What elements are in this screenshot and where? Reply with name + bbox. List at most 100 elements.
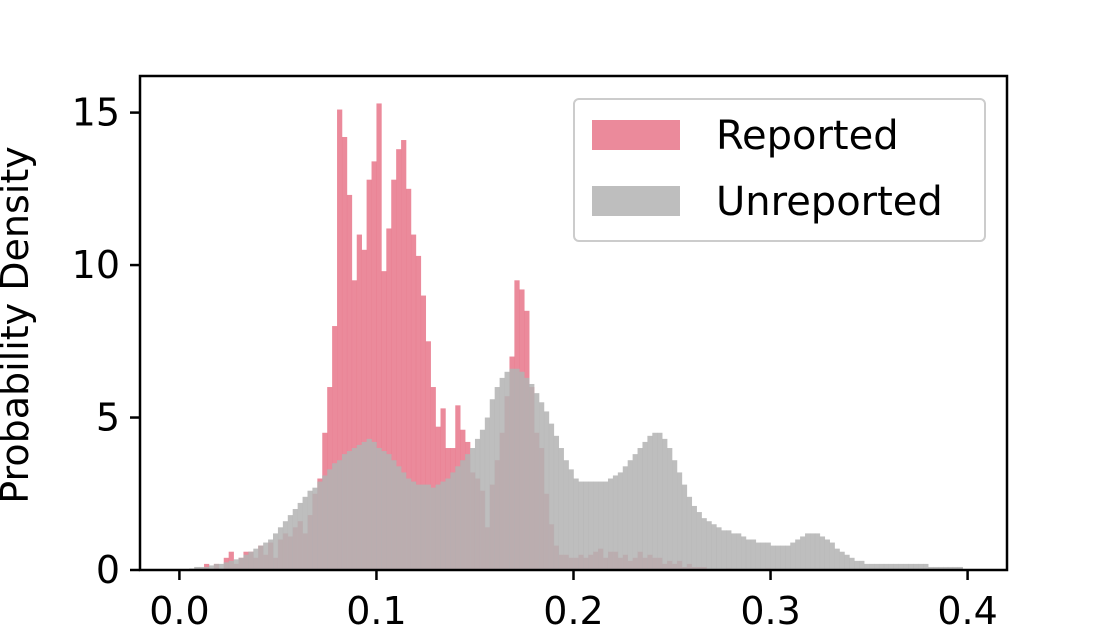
histogram-bar	[657, 432, 663, 570]
histogram-bar	[548, 423, 555, 570]
histogram-bar	[627, 460, 633, 570]
histogram-bar	[410, 481, 417, 570]
histogram-bar	[662, 438, 668, 570]
y-axis: 0 5 10 15	[72, 91, 140, 592]
histogram-bar	[809, 533, 816, 570]
histogram-bar	[346, 194, 353, 571]
histogram-bar	[356, 234, 362, 570]
histogram-bar	[371, 161, 377, 570]
histogram-bar	[396, 466, 402, 570]
histogram-bar	[228, 560, 234, 570]
histogram-bar	[681, 484, 688, 570]
histogram-bar	[460, 460, 466, 570]
histogram-bar	[923, 563, 929, 570]
histogram-bar	[736, 533, 742, 570]
histogram-bar	[519, 371, 525, 570]
histogram-bar	[341, 136, 348, 570]
histogram-bar	[233, 559, 239, 570]
histogram-bar	[366, 179, 372, 570]
histogram-bar	[401, 140, 407, 570]
histogram-bar	[534, 393, 540, 570]
histogram-bar	[332, 463, 338, 570]
x-tick-label: 0.1	[346, 589, 406, 633]
histogram-bar	[420, 295, 427, 570]
histogram-bar	[622, 466, 628, 570]
histogram-bar	[844, 554, 850, 570]
histogram-bar	[829, 542, 835, 570]
histogram-bar	[337, 109, 343, 570]
histogram-bar	[942, 566, 949, 570]
histogram-bar	[341, 454, 348, 570]
histogram-bar	[268, 539, 274, 570]
histogram-bar	[612, 475, 619, 570]
histogram-bar	[716, 527, 722, 570]
histogram-bar	[218, 563, 225, 570]
histogram-bar	[430, 387, 436, 570]
histogram-bar	[302, 496, 308, 570]
histogram-bar	[726, 530, 732, 570]
histogram-bar	[819, 536, 826, 570]
histogram-bar	[834, 548, 840, 570]
histogram-bar	[947, 566, 954, 570]
histogram-bar	[642, 441, 648, 570]
histogram-bar	[376, 448, 382, 570]
histogram-bar	[824, 539, 830, 570]
histogram-bar	[913, 563, 919, 570]
histogram-bar	[765, 542, 771, 570]
histogram-bar	[312, 487, 318, 570]
histogram-bar	[381, 451, 387, 570]
histogram-bar	[676, 472, 683, 570]
histogram-bar	[213, 563, 220, 570]
histogram-bar	[396, 149, 402, 570]
histogram-bar	[637, 448, 643, 570]
histogram-bar	[805, 533, 811, 570]
histogram-bar	[351, 448, 358, 570]
legend: Reported Unreported	[573, 98, 986, 242]
histogram-bar	[327, 469, 333, 570]
histogram-bar	[755, 542, 761, 570]
histogram-bar	[253, 548, 259, 570]
series-layer	[189, 103, 963, 571]
x-tick-label: 0.3	[740, 589, 800, 633]
histogram-bar	[908, 563, 914, 570]
histogram-bar	[543, 411, 550, 570]
histogram-bar	[465, 454, 471, 570]
histogram-bar	[391, 460, 397, 570]
histogram-bar	[849, 557, 855, 570]
y-tick-label: 10	[72, 243, 120, 287]
histogram-bar	[332, 326, 338, 570]
histogram-bar	[470, 448, 476, 570]
histogram-bar	[617, 472, 624, 570]
histogram-bar	[593, 481, 599, 570]
histogram-bar	[632, 454, 638, 570]
x-axis: 0.0 0.1 0.2 0.3 0.4	[149, 570, 998, 633]
histogram-bar	[223, 562, 229, 570]
histogram-bar	[859, 560, 865, 570]
histogram-bar	[248, 551, 254, 570]
histogram-bar	[933, 566, 939, 570]
histogram-bar	[371, 441, 377, 570]
histogram-bar	[351, 280, 358, 570]
histogram-bar	[361, 441, 367, 570]
y-tick-label: 5	[96, 396, 120, 440]
histogram-bar	[721, 530, 727, 570]
histogram-bar	[588, 481, 594, 570]
histogram-bar	[928, 566, 934, 570]
legend-label-reported: Reported	[716, 113, 899, 159]
histogram-bar	[652, 432, 658, 570]
histogram-bar	[484, 417, 491, 570]
histogram-bar	[701, 518, 707, 570]
series-unreported	[189, 368, 963, 570]
histogram-bar	[307, 490, 313, 570]
histogram-bar	[563, 460, 569, 570]
histogram-bar	[273, 533, 279, 570]
histogram-bar	[425, 341, 431, 570]
histogram-bar	[474, 438, 481, 570]
histogram-bar	[386, 228, 392, 571]
histogram-bar	[445, 478, 451, 570]
histogram-bar	[691, 505, 697, 570]
histogram-bar	[361, 249, 367, 570]
x-tick-label: 0.2	[543, 589, 603, 633]
histogram-bar	[869, 563, 875, 570]
